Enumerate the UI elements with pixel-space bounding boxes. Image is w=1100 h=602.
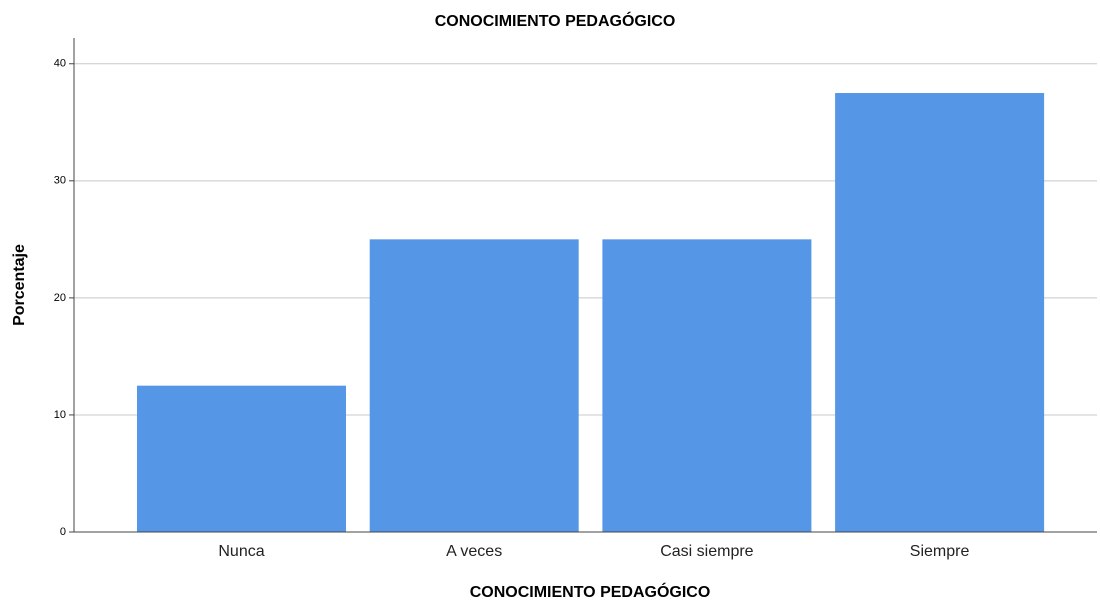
x-tick-label: Casi siempre bbox=[660, 543, 753, 560]
y-tick-label: 20 bbox=[54, 292, 66, 304]
y-tick-label: 30 bbox=[54, 175, 66, 187]
bar bbox=[835, 93, 1045, 533]
x-tick-label: Nunca bbox=[218, 543, 264, 560]
y-tick-label: 40 bbox=[54, 58, 66, 70]
y-tick-label: 10 bbox=[54, 409, 66, 421]
bar bbox=[137, 385, 346, 532]
x-axis-label: CONOCIMIENTO PEDAGÓGICO bbox=[470, 582, 711, 601]
y-axis-label: Porcentaje bbox=[11, 244, 28, 326]
chart-title: CONOCIMIENTO PEDAGÓGICO bbox=[435, 11, 676, 30]
y-tick-label: 0 bbox=[60, 526, 66, 538]
x-tick-label: Siempre bbox=[910, 543, 970, 560]
bar bbox=[602, 239, 812, 532]
bar bbox=[369, 239, 579, 532]
x-tick-label: A veces bbox=[446, 543, 502, 560]
